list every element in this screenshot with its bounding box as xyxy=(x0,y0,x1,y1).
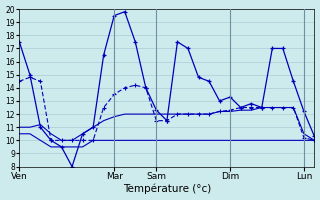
X-axis label: Température (°c): Température (°c) xyxy=(123,184,211,194)
